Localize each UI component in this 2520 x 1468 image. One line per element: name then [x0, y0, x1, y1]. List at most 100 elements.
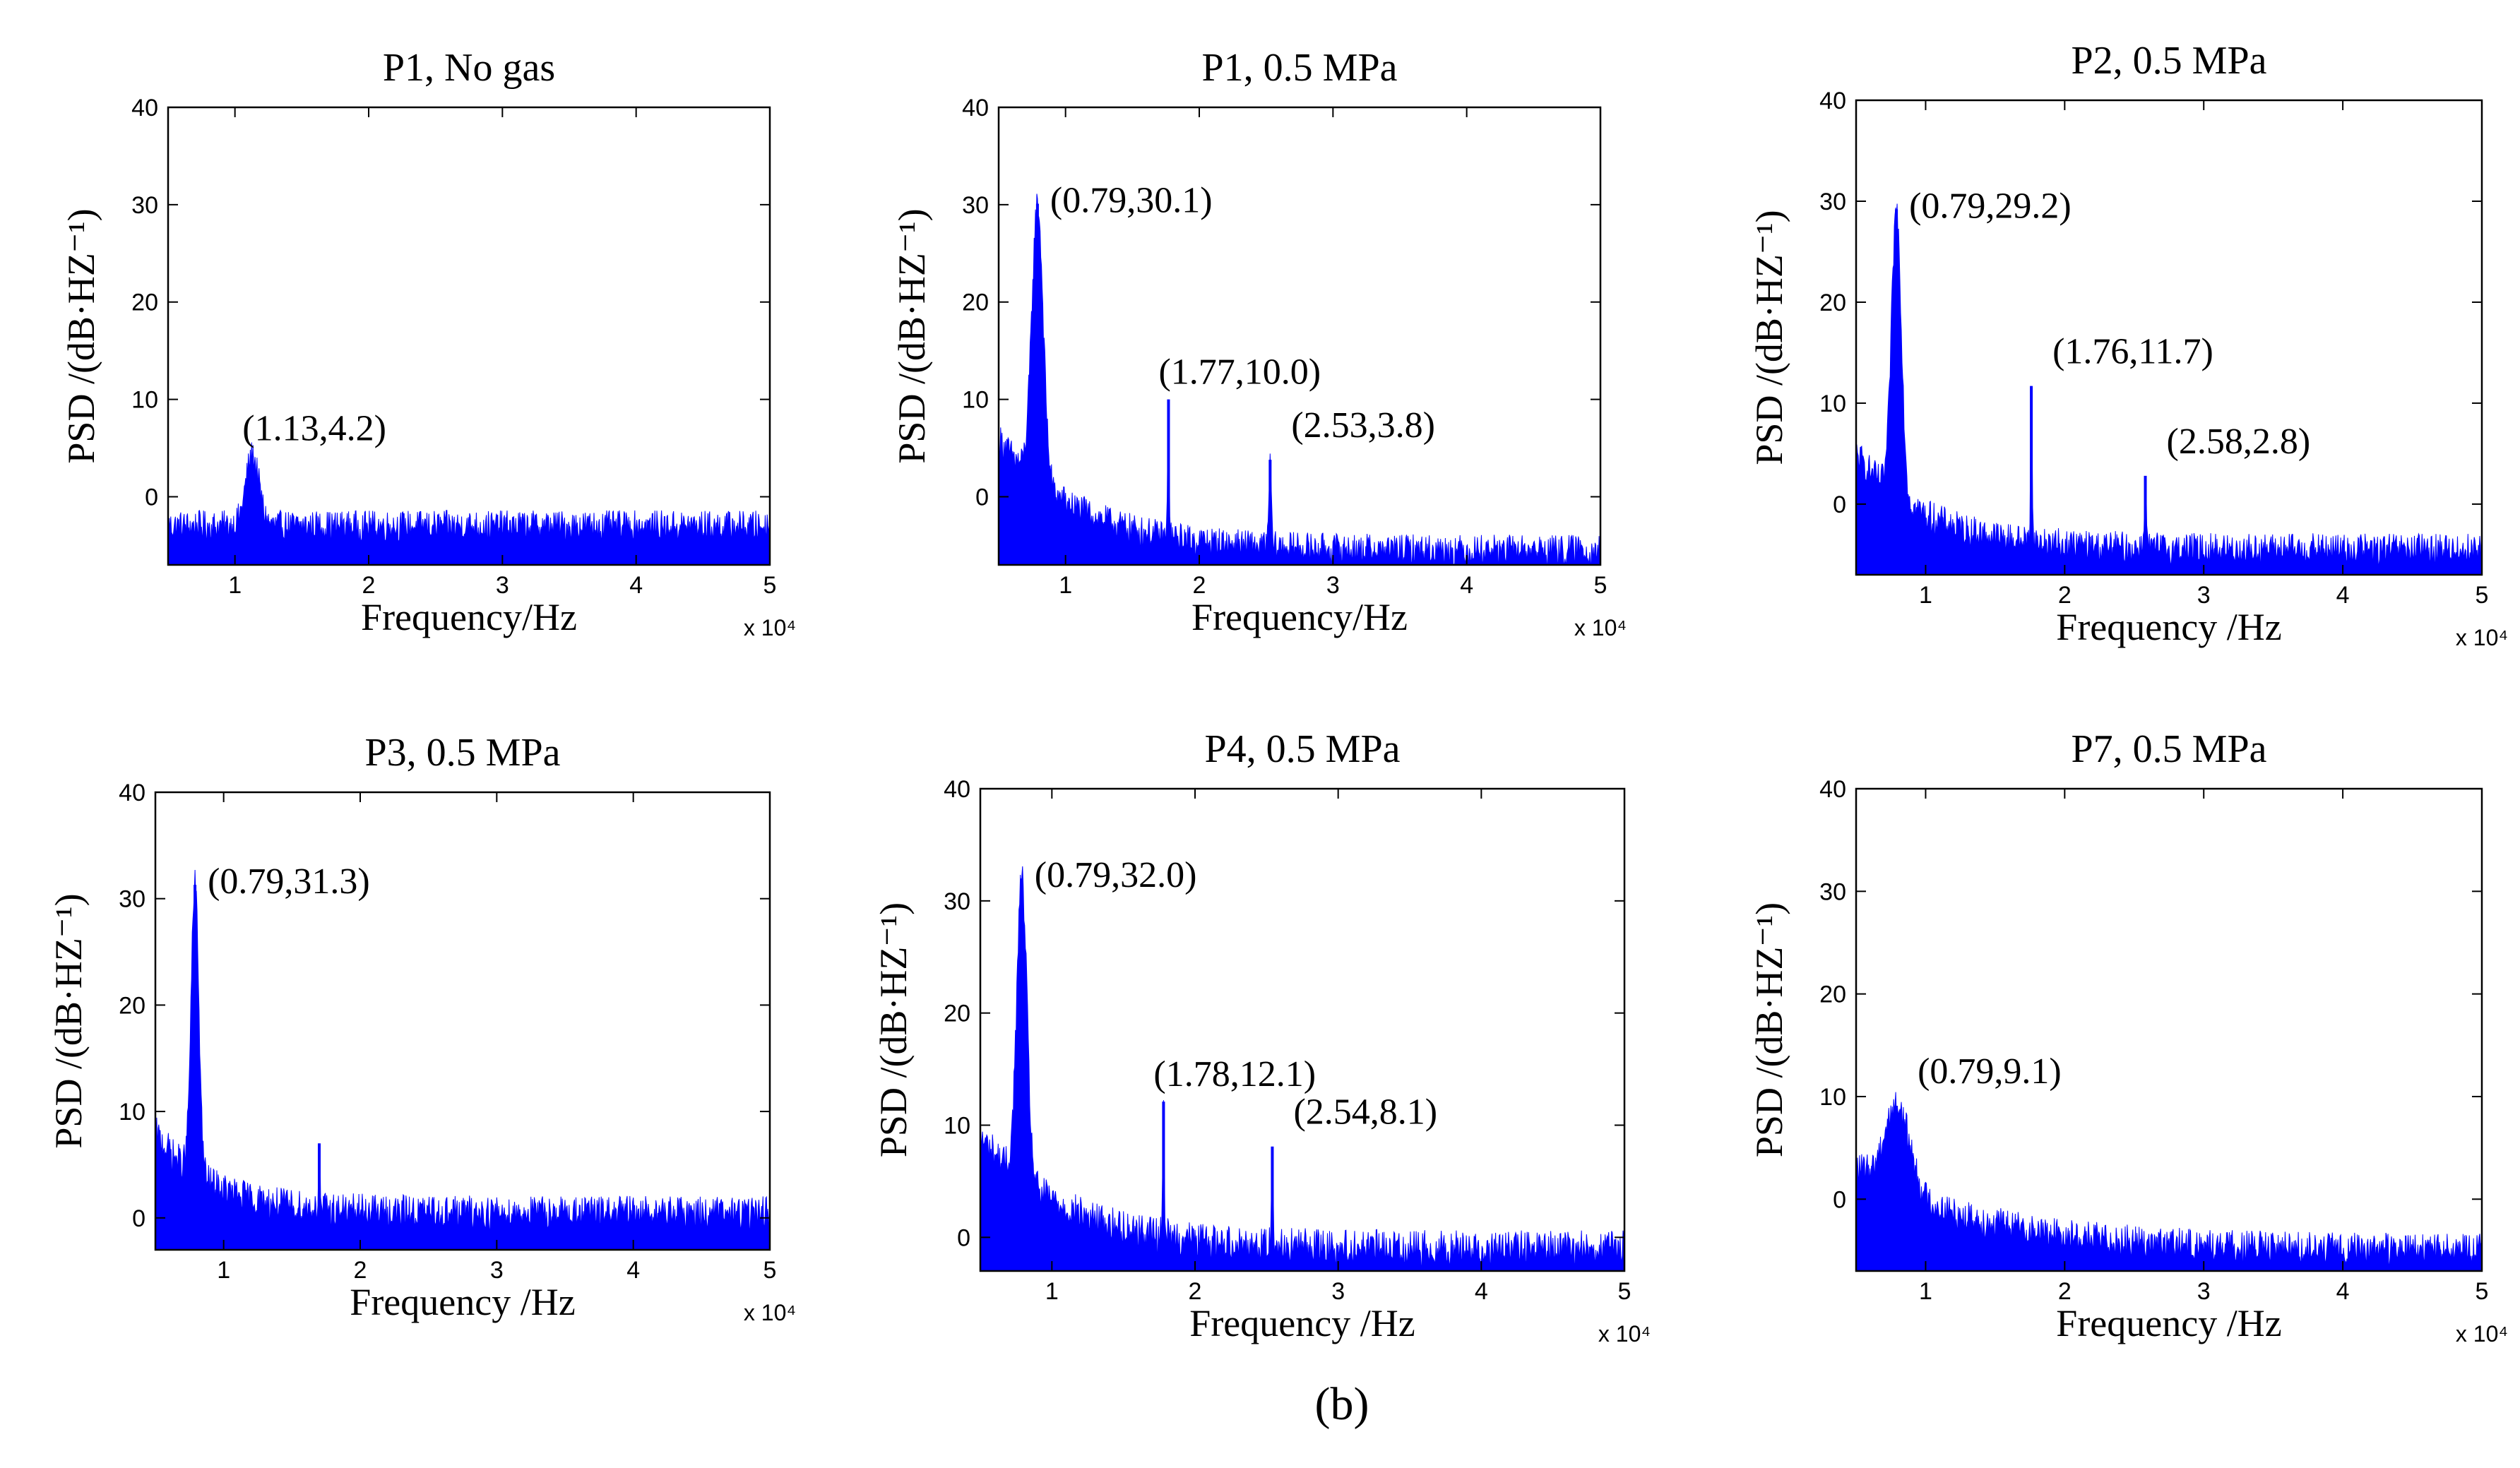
y-tick-label: 40: [944, 776, 970, 803]
chart-title: P1, No gas: [383, 46, 555, 90]
peak-annotation: (2.54,8.1): [1293, 1092, 1437, 1133]
psd-panel-4: P3, 0.5 MPa 1 2 3 4 5 0 10 20 30 40 x 10⁴ Frequency …: [47, 731, 796, 1325]
x-tick-label: 2: [354, 1257, 367, 1284]
y-tick-label: 40: [962, 95, 989, 121]
peak-annotation: (0.79,9.1): [1918, 1051, 2062, 1092]
y-tick-label: 40: [1819, 88, 1846, 114]
y-tick-label: 20: [944, 1001, 970, 1027]
y-tick-label: 30: [131, 192, 158, 219]
peak-annotation: (1.76,11.7): [2052, 332, 2213, 372]
x-tick-label: 1: [1919, 582, 1932, 609]
x-tick-label: 3: [2197, 1278, 2211, 1305]
x-tick-label: 5: [763, 572, 777, 599]
x-axis-label: Frequency/Hz: [1191, 596, 1408, 638]
y-tick-label: 30: [1819, 878, 1846, 905]
y-axis-label: PSD /(dB·HZ⁻¹): [891, 208, 933, 463]
x-tick-label: 3: [1326, 572, 1340, 599]
psd-spectrum-area: [155, 869, 771, 1251]
y-tick-label: 30: [119, 886, 145, 913]
x-axis-label: Frequency /Hz: [350, 1281, 575, 1323]
x-tick-label: 3: [1331, 1278, 1345, 1305]
x-multiplier-label: x 10⁴: [1574, 615, 1627, 640]
x-tick-label: 4: [1460, 572, 1473, 599]
y-tick-label: 10: [1819, 1084, 1846, 1111]
x-axis-label: Frequency /Hz: [2056, 1302, 2281, 1344]
x-tick-label: 1: [228, 572, 242, 599]
peak-annotation: (1.13,4.2): [242, 409, 386, 449]
x-tick-label: 5: [763, 1257, 777, 1284]
psd-spectrum-area: [1855, 1092, 2483, 1272]
y-tick-label: 40: [119, 780, 145, 806]
x-multiplier-label: x 10⁴: [744, 615, 796, 640]
x-tick-label: 1: [1919, 1278, 1932, 1305]
psd-panel-1: P1, No gas 1 2 3 4 5 0 10 20 30 40 x 10⁴ Frequency/H…: [60, 46, 796, 640]
peak-annotation: (0.79,32.0): [1035, 855, 1197, 895]
x-tick-label: 4: [2336, 582, 2350, 609]
x-tick-label: 4: [2336, 1278, 2350, 1305]
y-axis-label: PSD /(dB·HZ⁻¹): [1748, 902, 1790, 1157]
x-tick-label: 5: [2476, 582, 2489, 609]
y-tick-label: 10: [119, 1099, 145, 1126]
psd-spectrum-area: [167, 442, 771, 566]
x-tick-label: 1: [1059, 572, 1072, 599]
y-axis-label: PSD /(dB·HZ⁻¹): [1748, 210, 1790, 465]
x-tick-label: 1: [1045, 1278, 1059, 1305]
x-tick-label: 3: [496, 572, 509, 599]
y-tick-label: 10: [1819, 390, 1846, 417]
psd-spectrum-area: [980, 866, 1625, 1272]
chart-title: P3, 0.5 MPa: [365, 731, 561, 775]
y-tick-label: 10: [962, 387, 989, 414]
x-tick-label: 4: [1475, 1278, 1488, 1305]
figure-caption: (b): [1315, 1378, 1369, 1430]
x-multiplier-label: x 10⁴: [1598, 1321, 1651, 1347]
psd-panel-3: P2, 0.5 MPa 1 2 3 4 5 0 10 20 30 40 x 10⁴ Frequency …: [1748, 39, 2508, 650]
psd-spectrum-area: [1855, 203, 2483, 575]
psd-panel-6: P7, 0.5 MPa 1 2 3 4 5 0 10 20 30 40 x 10⁴ Frequency …: [1748, 727, 2508, 1347]
peak-annotation: (2.53,3.8): [1291, 405, 1435, 446]
plot-frame: [154, 791, 771, 1251]
y-tick-label: 0: [957, 1224, 970, 1251]
chart-title: P7, 0.5 MPa: [2072, 727, 2267, 771]
peak-annotation: (0.79,29.2): [1909, 186, 2072, 226]
x-tick-label: 2: [2058, 1278, 2072, 1305]
x-multiplier-label: x 10⁴: [2456, 1321, 2508, 1347]
y-tick-label: 10: [944, 1113, 970, 1140]
x-axis-label: Frequency/Hz: [361, 596, 577, 638]
peak-annotation: (1.78,12.1): [1153, 1054, 1316, 1094]
peak-annotation: (2.58,2.8): [2167, 422, 2311, 462]
y-axis-label: PSD /(dB·HZ⁻¹): [60, 208, 102, 463]
peak-annotation: (0.79,31.3): [208, 861, 370, 902]
y-tick-label: 20: [1819, 290, 1846, 316]
y-tick-label: 20: [962, 290, 989, 316]
y-tick-label: 0: [132, 1205, 145, 1232]
x-tick-label: 4: [626, 1257, 640, 1284]
chart-title: P1, 0.5 MPa: [1202, 46, 1398, 90]
x-tick-label: 3: [2197, 582, 2211, 609]
x-multiplier-label: x 10⁴: [744, 1300, 796, 1325]
y-tick-label: 0: [975, 484, 989, 511]
x-tick-label: 2: [1189, 1278, 1202, 1305]
x-tick-label: 2: [362, 572, 376, 599]
y-tick-label: 30: [944, 888, 970, 915]
x-axis-label: Frequency /Hz: [2056, 606, 2281, 648]
plot-frame: [1855, 99, 2483, 576]
psd-panel-5: P4, 0.5 MPa 1 2 3 4 5 0 10 20 30 40 x 10⁴ Frequency …: [872, 727, 1651, 1347]
x-tick-label: 3: [490, 1257, 504, 1284]
y-tick-label: 40: [131, 95, 158, 121]
y-tick-label: 20: [131, 290, 158, 316]
chart-title: P4, 0.5 MPa: [1205, 727, 1401, 771]
plot-frame: [997, 106, 1602, 566]
peak-annotation: (0.79,30.1): [1050, 180, 1213, 220]
y-tick-label: 0: [1833, 1186, 1846, 1213]
y-tick-label: 30: [962, 192, 989, 219]
y-axis-label: PSD /(dB·HZ⁻¹): [872, 902, 915, 1157]
y-tick-label: 40: [1819, 776, 1846, 803]
x-tick-label: 5: [1618, 1278, 1632, 1305]
y-tick-label: 0: [145, 484, 158, 511]
x-tick-label: 1: [217, 1257, 230, 1284]
x-tick-label: 5: [2476, 1278, 2489, 1305]
y-tick-label: 30: [1819, 189, 1846, 215]
y-tick-label: 20: [1819, 981, 1846, 1008]
y-axis-label: PSD /(dB·HZ⁻¹): [47, 893, 90, 1148]
